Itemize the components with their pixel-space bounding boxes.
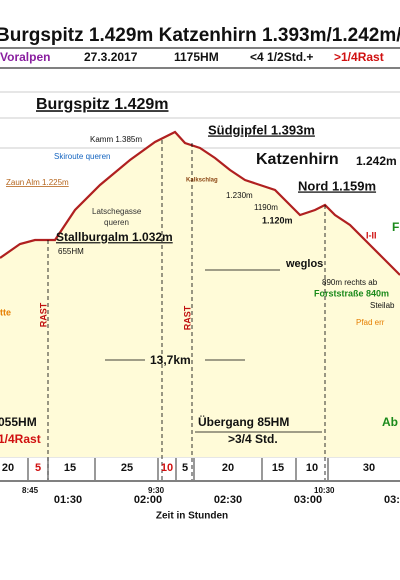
duration-cell: 10: [161, 462, 173, 474]
peak-label: Nord 1.159m: [298, 178, 376, 193]
duration-cell: 10: [306, 462, 318, 474]
duration-cell: 15: [64, 462, 76, 474]
peak-label: Südgipfel 1.393m: [208, 122, 315, 137]
duration-cell: 20: [2, 462, 14, 474]
axis-label: Zeit in Stunden: [156, 511, 228, 522]
date: 27.3.2017: [84, 50, 138, 64]
arrows: [105, 269, 322, 433]
peak-label: Burgspitz 1.429m: [36, 96, 168, 113]
durations: 20 5 15 25 10 5 20 15 10 30: [2, 462, 375, 474]
rest: >1/4Rast: [334, 50, 384, 64]
axis-tick: 01:30: [54, 494, 82, 506]
duration-cell: 5: [35, 462, 41, 474]
rest-marker: RAST: [182, 305, 192, 330]
rest-marker: RAST: [38, 302, 48, 327]
note: Forststraße 840m: [314, 288, 389, 298]
point-label: Skiroute queren: [54, 152, 110, 161]
section-lines: [47, 140, 326, 480]
profile-line: [0, 130, 400, 276]
clock-time: 10:30: [314, 486, 335, 495]
point-label: Zaun Alm 1.225m: [6, 178, 69, 187]
grade: I-II: [366, 230, 377, 240]
axis-tick: 03:00: [294, 494, 322, 506]
section-label: Ab: [382, 415, 398, 429]
duration-dividers: [27, 458, 329, 480]
note: F: [392, 220, 399, 234]
peak-label: Katzenhirn: [256, 151, 339, 168]
profile-area: [0, 132, 400, 457]
point-label: Kalkschlag: [186, 178, 218, 184]
point-label: Kamm 1.385m: [90, 135, 142, 144]
section-ascent: Übergang 85HM: [198, 414, 289, 429]
duration: <4 1/2Std.+: [250, 50, 313, 64]
point-label: 655HM: [58, 247, 84, 256]
peak-label: 1.242m: [356, 154, 397, 168]
clock-time: 9:30: [148, 486, 165, 495]
distance: 13,7km: [150, 353, 191, 367]
axis-ticks: 01:30 02:00 02:30 03:00 03:: [54, 494, 400, 506]
note: 890m rechts ab: [322, 278, 378, 287]
section-time: >3/4 Std.: [228, 432, 278, 446]
axis-tick: 02:30: [214, 494, 242, 506]
note: tte: [0, 307, 11, 317]
duration-cell: 5: [182, 462, 188, 474]
clock-time: 8:45: [22, 486, 39, 495]
point-label: 1190m: [254, 203, 278, 212]
title: Burgspitz 1.429m Katzenhirn 1.393m/1.242…: [0, 25, 400, 46]
axis-tick: 03:: [384, 494, 400, 506]
point-label: Stallburgalm 1.032m: [56, 230, 173, 244]
axis-tick: 02:00: [134, 494, 162, 506]
point-label: 1.120m: [262, 215, 293, 225]
region: Voralpen: [0, 50, 50, 64]
note: Pfad err: [356, 318, 385, 327]
section-ascent: 055HM: [0, 415, 37, 429]
duration-cell: 20: [222, 462, 234, 474]
point-label: Latschegasse: [92, 207, 142, 216]
duration-cell: 30: [363, 462, 375, 474]
ascent: 1175HM: [174, 50, 219, 64]
point-label: queren: [104, 218, 129, 227]
section-rest: 1/4Rast: [0, 432, 41, 446]
duration-cell: 15: [272, 462, 284, 474]
duration-cell: 25: [121, 462, 133, 474]
note: weglos: [285, 258, 323, 270]
point-label: 1.230m: [226, 191, 253, 200]
note: Steilab: [370, 301, 395, 310]
